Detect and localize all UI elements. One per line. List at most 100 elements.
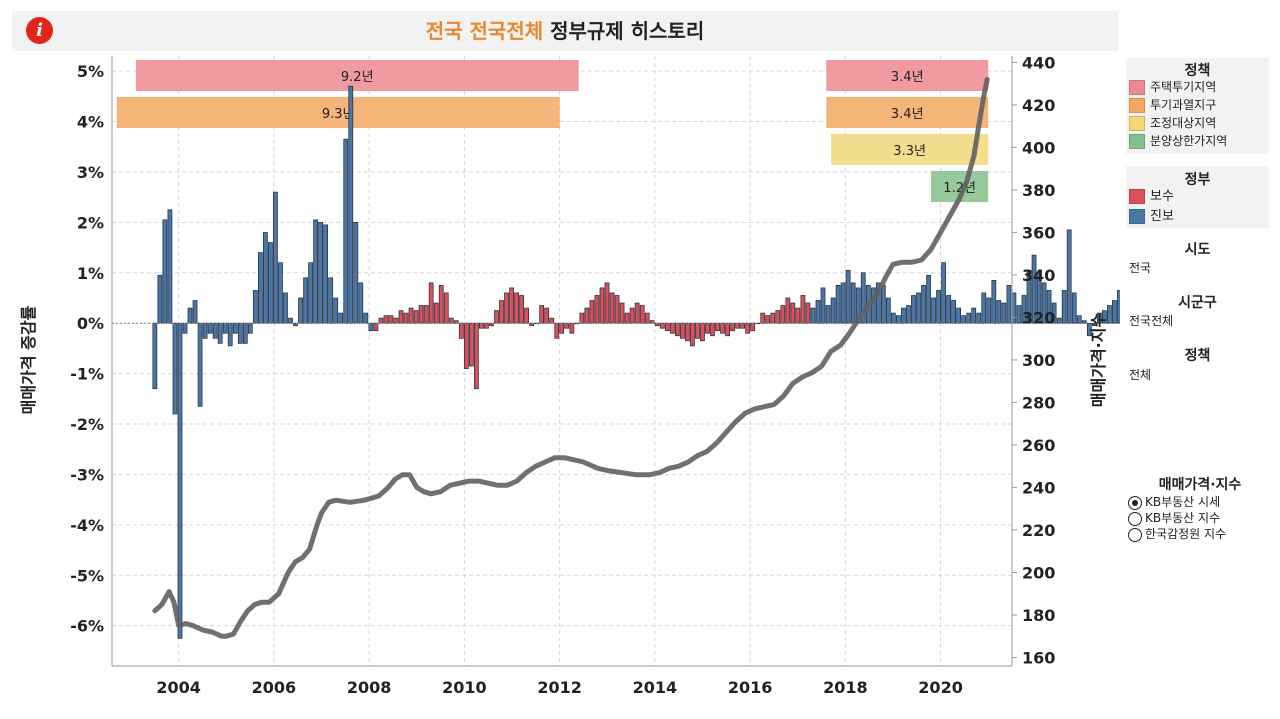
radio-icon[interactable] — [1128, 527, 1142, 542]
y-axis-left-label: 매매가격 증감률 — [19, 305, 38, 414]
change-bar — [403, 312, 409, 324]
change-bar — [594, 295, 600, 324]
change-bar — [438, 285, 444, 324]
policy-legend-item[interactable]: 주택투기지역 — [1129, 79, 1216, 95]
change-bar — [835, 285, 841, 324]
x-tick-label: 2008 — [347, 678, 392, 697]
policy-legend-item[interactable]: 투기과열지구 — [1129, 97, 1216, 113]
info-icon[interactable]: i — [26, 17, 53, 44]
change-bar — [674, 322, 680, 337]
change-bar — [911, 295, 916, 324]
y-right-tick-label: 360 — [1022, 223, 1055, 242]
change-bar — [509, 287, 514, 324]
filter-value-policy[interactable]: 전체 — [1129, 368, 1152, 382]
change-bar — [504, 292, 509, 324]
change-bar — [418, 305, 424, 324]
change-bar — [800, 295, 806, 324]
change-bar — [273, 191, 278, 324]
price-index-option-label: 한국감정원 지수 — [1145, 527, 1227, 541]
change-bar — [157, 274, 163, 324]
y-right-tick-label: 380 — [1022, 181, 1055, 200]
change-bar — [232, 322, 238, 334]
policy-legend-item[interactable]: 조정대상지역 — [1129, 115, 1216, 131]
y-left-tick-label: 1% — [77, 264, 104, 283]
y-right-tick-label: 220 — [1022, 521, 1055, 540]
change-bar — [700, 322, 705, 342]
title-text: 정부규제 히스토리 — [550, 19, 705, 43]
change-bar — [499, 300, 504, 324]
change-bar — [644, 312, 650, 324]
change-bar — [996, 300, 1002, 324]
title-region: 전국 — [425, 19, 463, 43]
swatch-icon — [1129, 80, 1145, 95]
change-bar — [614, 295, 620, 324]
policy-legend — [1126, 58, 1269, 154]
change-bar — [433, 302, 439, 324]
policy-bar-label: 3.4년 — [891, 70, 924, 85]
y-left-tick-label: -6% — [70, 617, 104, 636]
change-bar — [458, 322, 464, 339]
swatch-icon — [1129, 189, 1145, 204]
change-bar — [212, 322, 218, 339]
filter-value-sido[interactable]: 전국 — [1129, 261, 1152, 275]
change-bar — [775, 310, 781, 324]
change-bar — [197, 322, 203, 407]
change-bar — [303, 277, 308, 324]
change-bar — [237, 322, 243, 344]
change-bar — [634, 302, 640, 324]
gov-legend-item[interactable]: 보수 — [1129, 189, 1174, 205]
change-bar — [740, 322, 746, 329]
change-bar — [318, 222, 324, 324]
change-bar — [880, 285, 886, 324]
price-index-title: 매매가격·지수 — [1158, 477, 1242, 493]
change-bar — [428, 282, 434, 324]
filter-value-sigungu[interactable]: 전국전체 — [1129, 314, 1174, 328]
change-bar — [810, 307, 816, 324]
change-bar — [549, 317, 555, 324]
change-bar — [448, 317, 454, 324]
policy-legend-item[interactable]: 분양상한가지역 — [1129, 133, 1227, 149]
change-bar — [1006, 285, 1012, 324]
change-bar — [192, 300, 198, 324]
change-bar — [363, 312, 369, 324]
change-bar — [765, 315, 771, 324]
change-bar — [750, 322, 756, 332]
change-bar — [845, 269, 851, 324]
y-left-tick-label: 2% — [77, 213, 104, 232]
change-bar — [971, 307, 977, 324]
price-index-option[interactable]: KB부동산 시세 — [1128, 494, 1220, 510]
x-tick-label: 2018 — [823, 678, 868, 697]
change-bar — [1096, 312, 1102, 324]
change-bar — [710, 322, 715, 337]
change-bar — [785, 297, 791, 324]
price-index-option[interactable]: 한국감정원 지수 — [1128, 526, 1226, 542]
change-bar — [629, 307, 635, 324]
change-bar — [1036, 272, 1042, 324]
change-bar — [333, 297, 339, 324]
change-bar — [227, 322, 233, 347]
change-bar — [720, 322, 725, 334]
change-bar — [795, 307, 801, 324]
change-bar — [820, 287, 826, 324]
chart: 9.2년9.3년3.4년3.4년3.3년1.2년 5%4%3%2%1%0%-1%… — [19, 53, 1120, 697]
change-bar — [564, 322, 570, 329]
change-bar — [986, 297, 992, 324]
change-bar — [524, 307, 529, 324]
price-index-option[interactable]: KB부동산 지수 — [1128, 510, 1220, 526]
change-bar — [514, 292, 519, 324]
radio-icon[interactable] — [1128, 511, 1142, 526]
change-bar — [1016, 305, 1022, 324]
y-left-tick-label: 0% — [77, 314, 104, 333]
radio-selected-icon[interactable] — [1128, 495, 1142, 510]
change-bar — [695, 322, 700, 339]
change-bar — [217, 322, 223, 344]
change-bar — [348, 85, 354, 324]
y-right-tick-label: 420 — [1022, 96, 1055, 115]
change-bar — [343, 138, 349, 324]
change-bar — [715, 322, 720, 332]
gov-legend-item[interactable]: 진보 — [1129, 209, 1174, 225]
change-bar — [896, 315, 901, 324]
x-tick-label: 2004 — [156, 678, 201, 697]
price-index-option-label: KB부동산 시세 — [1145, 495, 1221, 509]
y-left-tick-label: -1% — [70, 365, 104, 384]
